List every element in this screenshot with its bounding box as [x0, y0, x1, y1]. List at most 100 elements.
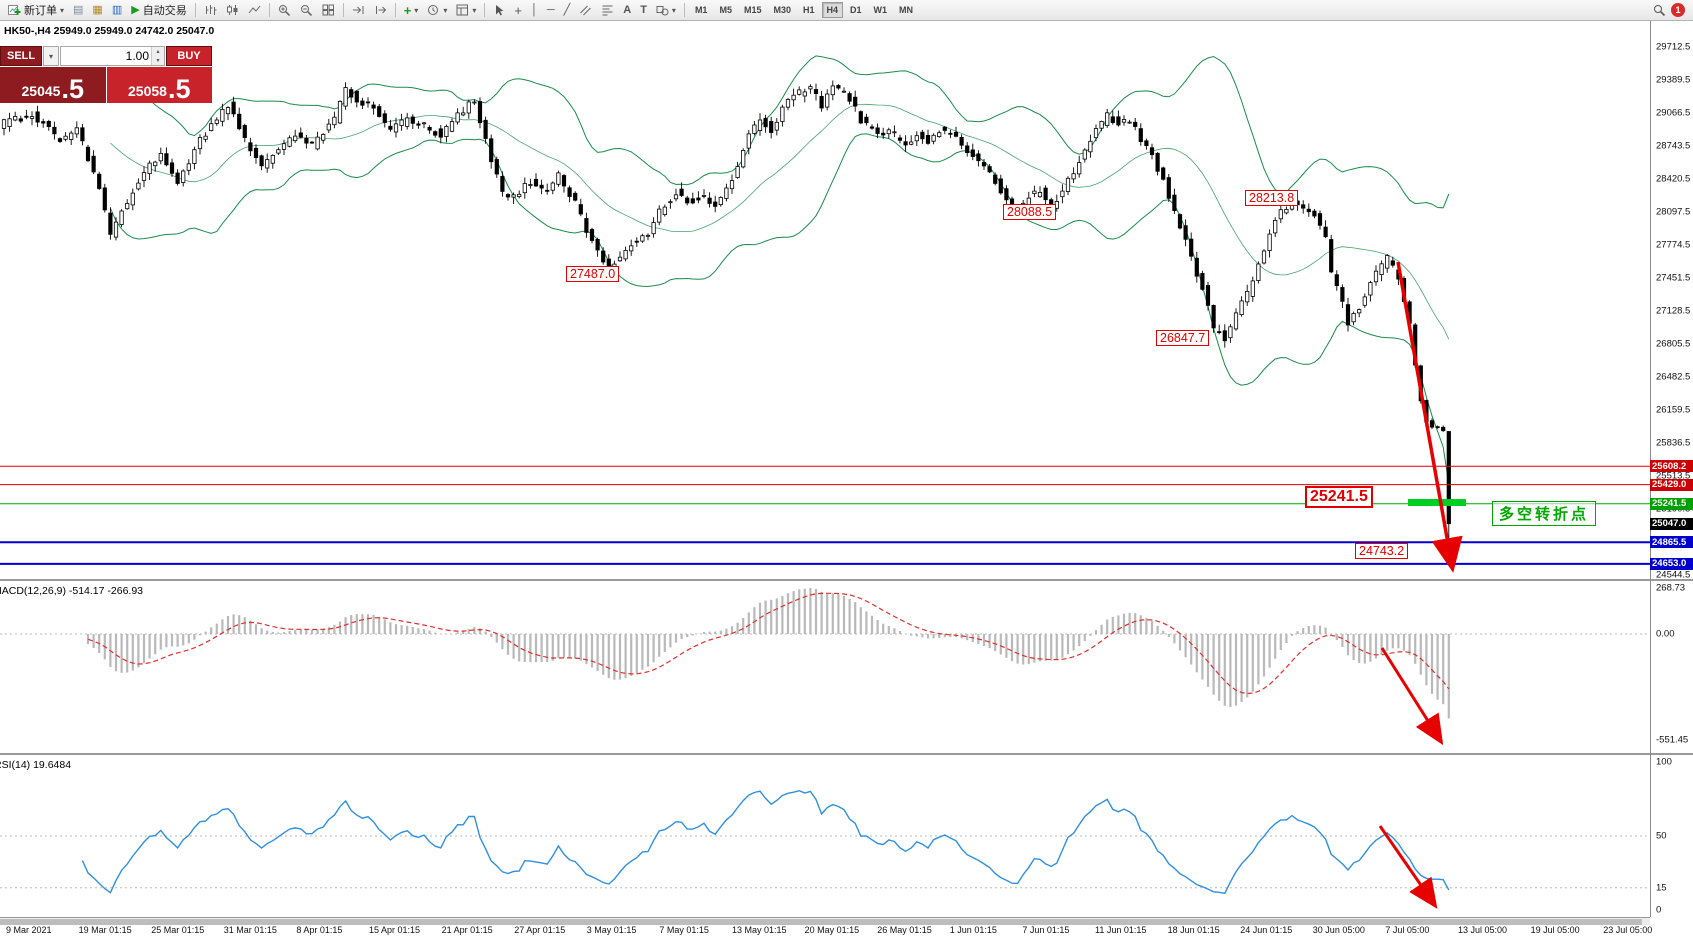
turning-point-marker	[1408, 499, 1466, 506]
trendline-icon: ╱	[563, 3, 571, 16]
volume-spinner: ▴ ▾	[151, 47, 164, 65]
channel-button[interactable]	[575, 1, 596, 19]
macd-trend-arrow	[1380, 647, 1444, 746]
channel-icon	[580, 5, 592, 16]
horizontal-levels	[0, 465, 1650, 565]
timeframe-W1[interactable]: W1	[869, 2, 893, 18]
sell-button[interactable]: SELL	[0, 46, 42, 66]
timeframe-H1[interactable]: H1	[798, 2, 820, 18]
text-button[interactable]: A	[619, 1, 635, 19]
toolbar-separator	[394, 3, 396, 17]
chevron-down-icon: ▾	[671, 5, 676, 15]
scrollbar-thumb[interactable]	[0, 919, 1642, 925]
timeframe-M15[interactable]: M15	[739, 2, 767, 18]
clock-icon	[428, 5, 439, 15]
indicators-button[interactable]: + ▾	[400, 1, 423, 19]
candlesticks	[1, 80, 1451, 555]
chart-profiles-button[interactable]: ▤	[69, 1, 87, 19]
volume-field: ▴ ▾	[60, 46, 165, 66]
timeframe-H4[interactable]: H4	[821, 2, 844, 18]
chevron-down-icon: ▾	[472, 5, 477, 15]
macd-signal-line	[87, 592, 1450, 695]
notification-badge[interactable]: 1	[1671, 3, 1685, 17]
cursor-icon	[496, 5, 504, 16]
rsi-indicator	[0, 789, 1650, 909]
timeframe-MN[interactable]: MN	[894, 2, 918, 18]
macd-indicator	[0, 588, 1650, 746]
templates-icon	[456, 4, 469, 16]
market-watch-icon: ▦	[92, 3, 103, 16]
auto-trading-button[interactable]: ▶ 自动交易	[127, 1, 190, 19]
fibonacci-button[interactable]	[597, 1, 618, 19]
line-chart-button[interactable]	[244, 1, 265, 19]
horizontal-scrollbar[interactable]	[0, 917, 1650, 925]
templates-button[interactable]: ▾	[452, 1, 480, 19]
macd-histogram	[86, 588, 1450, 719]
data-window-button[interactable]: ▥	[108, 1, 126, 19]
rsi-trend-arrow	[1378, 825, 1438, 909]
volume-input[interactable]	[61, 47, 151, 65]
play-icon: ▶	[131, 3, 140, 16]
timeframe-M30[interactable]: M30	[768, 2, 796, 18]
new-order-button[interactable]: 新订单 ▾	[4, 1, 68, 19]
tile-windows-button[interactable]	[318, 1, 339, 19]
bar-chart-button[interactable]	[200, 1, 221, 19]
buy-button[interactable]: BUY	[166, 46, 212, 66]
chevron-down-icon: ▾	[414, 5, 419, 15]
data-window-icon: ▥	[111, 3, 123, 16]
chart-shift-button[interactable]	[370, 1, 391, 19]
label-icon: T	[640, 3, 647, 16]
buy-price[interactable]: 25058.5	[106, 67, 212, 104]
bar-chart-icon	[205, 5, 217, 15]
horizontal-line-button[interactable]: ─	[543, 1, 559, 19]
chevron-down-icon: ▾	[60, 5, 65, 15]
search-button[interactable]	[1649, 1, 1670, 19]
toolbar-separator	[268, 3, 270, 17]
fibonacci-icon	[602, 5, 613, 16]
volume-down-button[interactable]: ▾	[152, 56, 164, 65]
horizontal-line-icon: ─	[546, 3, 555, 16]
profiles-icon: ▤	[73, 3, 84, 16]
chevron-down-icon: ▾	[48, 51, 53, 61]
text-icon: A	[623, 3, 632, 16]
zoom-in-button[interactable]	[274, 1, 295, 19]
trendline-button[interactable]: ╱	[560, 1, 575, 19]
sell-price-pips: .5	[61, 74, 84, 104]
market-watch-button[interactable]: ▦	[88, 1, 106, 19]
buy-price-pips: .5	[167, 74, 191, 104]
candlestick-chart-button[interactable]	[222, 1, 243, 19]
buy-price-main: 25058	[128, 83, 167, 99]
periods-button[interactable]: ▾	[423, 1, 451, 19]
cursor-button[interactable]	[489, 1, 509, 19]
sell-price-main: 25045	[21, 83, 61, 99]
order-type-dropdown[interactable]: ▾	[43, 46, 59, 66]
line-chart-icon	[248, 5, 261, 14]
toolbar-separator	[683, 3, 685, 17]
timeframe-M1[interactable]: M1	[690, 2, 713, 18]
volume-up-button[interactable]: ▴	[152, 47, 164, 56]
vertical-line-button[interactable]: │	[527, 1, 542, 19]
search-icon	[1654, 5, 1666, 16]
vertical-line-icon: │	[530, 3, 538, 16]
new-order-label: 新订单	[24, 5, 57, 17]
toolbar-separator	[342, 3, 344, 17]
bollinger-bands	[109, 55, 1450, 485]
candlestick-icon	[226, 5, 238, 15]
auto-trading-label: 自动交易	[142, 5, 187, 17]
timeframe-toolbar: M1 M5 M15 M30 H1 H4 D1 W1 MN	[689, 2, 919, 18]
crosshair-button[interactable]: +	[510, 1, 526, 19]
auto-scroll-button[interactable]	[348, 1, 369, 19]
text-label-button[interactable]: T	[636, 1, 651, 19]
zoom-in-icon	[278, 5, 290, 16]
timeframe-D1[interactable]: D1	[845, 2, 867, 18]
tile-windows-icon	[322, 4, 334, 16]
toolbar-separator	[484, 3, 486, 17]
chevron-down-icon: ▾	[443, 5, 448, 15]
timeframe-M5[interactable]: M5	[714, 2, 737, 18]
zoom-out-button[interactable]	[296, 1, 317, 19]
shapes-button[interactable]: ▾	[652, 1, 680, 19]
one-click-trade-panel: SELL ▾ ▴ ▾ BUY 25045.5 25058.5	[0, 46, 212, 103]
sell-price[interactable]: 25045.5	[0, 67, 106, 103]
